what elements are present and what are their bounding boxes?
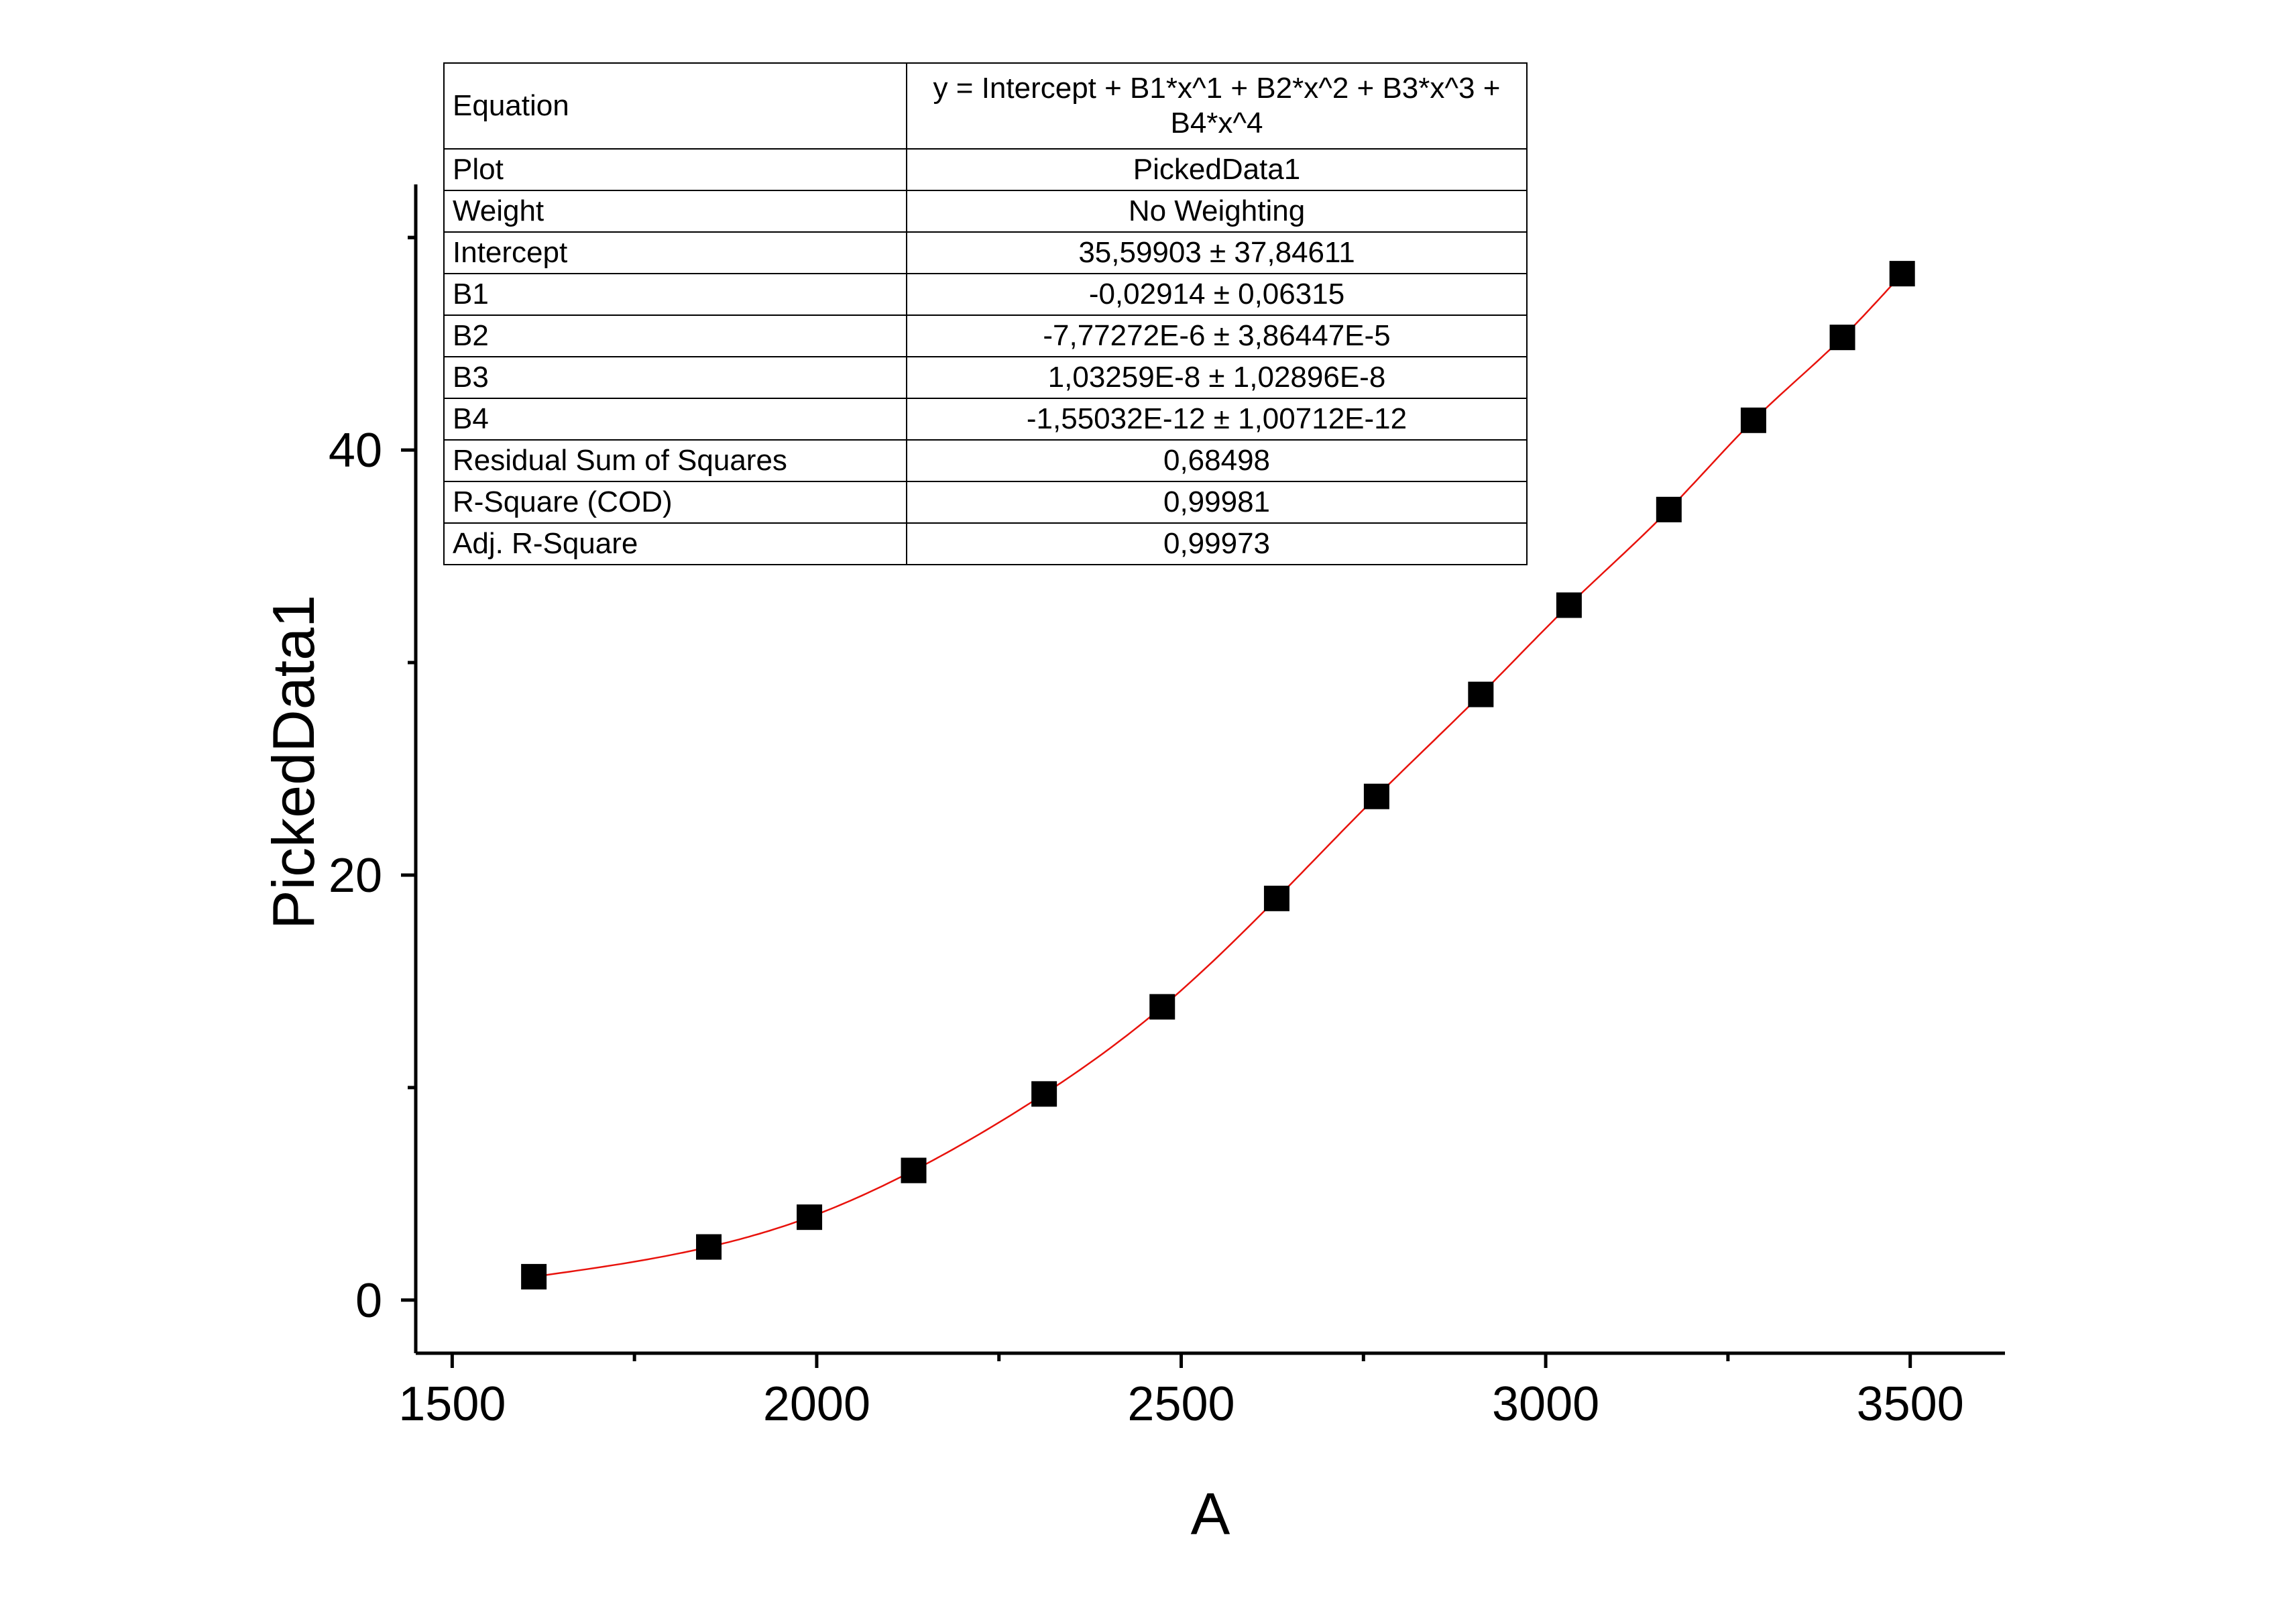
data-point	[1363, 783, 1389, 809]
data-point	[1656, 496, 1682, 522]
table-key: Residual Sum of Squares	[443, 439, 907, 482]
table-row: B3 1,03259E-8 ± 1,02896E-8	[443, 356, 1528, 399]
table-key: Plot	[443, 148, 907, 191]
table-row: Residual Sum of Squares 0,68498	[443, 439, 1528, 482]
table-key: B3	[443, 356, 907, 399]
ticks: 1500 2000 2500 3000 3500 0 20 40	[329, 235, 1964, 1431]
table-key: B1	[443, 273, 907, 316]
y-axis-label: PickedData1	[260, 595, 327, 929]
data-point	[1889, 261, 1915, 287]
table-value: -1,55032E-12 ± 1,00712E-12	[906, 398, 1528, 441]
y-tick-label: 0	[355, 1274, 382, 1328]
table-key: R-Square (COD)	[443, 481, 907, 524]
data-point	[901, 1157, 927, 1184]
table-row: Weight No Weighting	[443, 190, 1528, 233]
fit-curve	[533, 273, 1903, 1278]
table-row: R-Square (COD) 0,99981	[443, 481, 1528, 524]
table-value: y = Intercept + B1*x^1 + B2*x^2 + B3*x^3…	[906, 62, 1528, 150]
x-axis-label: A	[1191, 1481, 1230, 1547]
table-value: 1,03259E-8 ± 1,02896E-8	[906, 356, 1528, 399]
x-tick-label: 2000	[763, 1377, 870, 1431]
data-point	[696, 1234, 722, 1260]
table-row: B4 -1,55032E-12 ± 1,00712E-12	[443, 398, 1528, 441]
table-value: PickedData1	[906, 148, 1528, 191]
table-row: Adj. R-Square 0,99973	[443, 522, 1528, 565]
table-row: B2 -7,77272E-6 ± 3,86447E-5	[443, 314, 1528, 357]
table-row: Intercept 35,59903 ± 37,84611	[443, 231, 1528, 274]
table-value: 0,68498	[906, 439, 1528, 482]
table-key: Weight	[443, 190, 907, 233]
data-point	[1556, 592, 1582, 618]
data-point	[1468, 681, 1494, 707]
table-value: -0,02914 ± 0,06315	[906, 273, 1528, 316]
table-key: B4	[443, 398, 907, 441]
table-value: 0,99973	[906, 522, 1528, 565]
data-point	[1149, 994, 1175, 1020]
x-tick-label: 3500	[1857, 1377, 1964, 1431]
data-point	[797, 1204, 823, 1230]
table-value: No Weighting	[906, 190, 1528, 233]
table-row: Plot PickedData1	[443, 148, 1528, 191]
table-value: -7,77272E-6 ± 3,86447E-5	[906, 314, 1528, 357]
data-point	[1263, 885, 1289, 911]
table-row: Equation y = Intercept + B1*x^1 + B2*x^2…	[443, 62, 1528, 150]
table-value: 35,59903 ± 37,84611	[906, 231, 1528, 274]
x-tick-label: 1500	[398, 1377, 506, 1431]
y-tick-label: 40	[329, 424, 382, 477]
table-key: Adj. R-Square	[443, 522, 907, 565]
axes	[414, 184, 2005, 1355]
fit-results-table: Equation y = Intercept + B1*x^1 + B2*x^2…	[443, 62, 1528, 565]
table-key: Equation	[443, 62, 907, 150]
data-point	[521, 1263, 547, 1290]
data-point	[1740, 407, 1766, 433]
y-tick-label: 20	[329, 849, 382, 903]
table-value: 0,99981	[906, 481, 1528, 524]
x-tick-label: 3000	[1492, 1377, 1599, 1431]
table-key: B2	[443, 314, 907, 357]
data-points	[521, 261, 1915, 1290]
data-point	[1031, 1081, 1057, 1107]
table-row: B1 -0,02914 ± 0,06315	[443, 273, 1528, 316]
table-key: Intercept	[443, 231, 907, 274]
data-point	[1829, 325, 1855, 351]
x-tick-label: 2500	[1127, 1377, 1235, 1431]
